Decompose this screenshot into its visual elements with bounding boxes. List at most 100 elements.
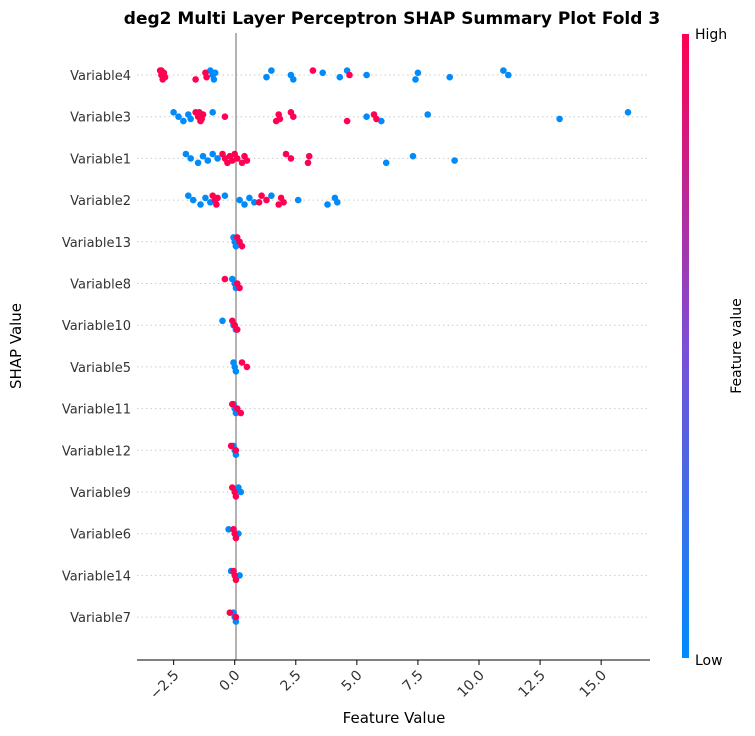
data-point-high [276,115,284,123]
data-point-high [196,109,203,116]
x-tick-label: 15.0 [577,668,610,701]
data-point-high [243,363,251,371]
data-point-low [232,242,240,250]
data-point-high [232,534,240,542]
data-point-high [232,613,240,621]
data-point-low [251,199,258,206]
data-point-high [221,113,229,120]
data-point-low [424,111,432,118]
data-point-low [236,572,243,579]
data-point-high [238,242,246,250]
data-point-low [204,157,212,164]
data-point-high [233,155,241,162]
data-point-low [446,73,454,81]
data-point-low [241,201,248,208]
data-point-high [236,284,243,292]
data-point-low [319,69,327,77]
category-label: Variable2 [70,194,131,209]
data-point-low [209,109,216,116]
data-point-low [225,526,232,533]
data-point-high [233,326,241,333]
data-point-low [451,157,458,164]
data-point-high [233,405,241,412]
data-point-high [160,71,168,79]
row-gridlines [137,74,650,618]
category-label: Variable6 [70,528,131,543]
data-point-high [232,493,240,500]
data-point-high [214,194,221,202]
data-point-low [221,192,229,199]
data-point-low [268,67,275,74]
data-point-low [175,113,182,120]
category-label: Variable4 [70,69,131,84]
data-point-high [373,115,380,123]
data-point-high [263,196,270,204]
data-point-high [227,442,235,450]
data-point-low [363,113,370,120]
data-point-low [336,73,344,81]
data-point-low [236,196,243,204]
data-point-high [213,201,220,208]
chart-title: deg2 Multi Layer Perceptron SHAP Summary… [124,9,660,29]
data-point-low [334,199,341,206]
data-point-high [156,67,164,74]
data-point-low [556,115,563,123]
data-point-low [199,152,207,160]
category-label: Variable3 [70,111,131,126]
data-point-low [189,196,197,204]
data-point-high [346,71,353,79]
category-label: Variable13 [62,236,131,251]
data-point-low [624,109,632,116]
category-label: Variable11 [62,403,131,418]
data-point-low [324,201,331,208]
data-point-high [304,159,312,167]
data-point-low [197,201,204,208]
data-point-low [246,194,253,202]
colorbar-high-label: High [695,27,727,43]
data-point-high [243,157,251,164]
data-point-low [414,69,422,77]
data-point-low [210,76,218,83]
data-point-low [194,159,202,167]
x-tick-label: 2.5 [278,668,305,695]
data-point-low [185,192,192,199]
data-point-low [219,317,226,325]
data-point-high [309,67,317,74]
category-label: Variable14 [62,569,131,584]
data-point-high [237,409,245,417]
data-point-high [290,113,297,120]
data-point-high [305,152,313,160]
data-point-low [170,109,177,116]
data-point-low [187,155,194,162]
data-point-low [412,76,419,83]
data-point-high [282,150,290,158]
category-label: Variable7 [70,611,131,626]
data-point-high [232,576,240,584]
y-axis-label: SHAP Value [7,303,25,389]
data-point-high [255,199,263,206]
data-point-low [180,117,187,125]
data-point-low [382,159,390,167]
data-point-low [268,192,275,199]
category-label: Variable10 [62,319,131,334]
category-label: Variable12 [62,444,131,459]
data-point-high [192,76,199,83]
data-point-low [263,73,270,81]
data-point-low [500,67,507,74]
data-point-low [232,368,240,375]
category-label: Variable5 [70,361,131,376]
data-point-low [209,150,216,158]
data-point-low [187,115,194,123]
data-point-low [237,488,245,496]
x-axis-ticks: −2.5 0.0 2.5 5.0 7.5 10.0 12.5 15.0 [147,660,610,703]
data-point-high [238,359,246,366]
data-point-low [202,194,209,202]
colorbar [682,34,689,658]
data-point-low [505,71,512,79]
x-tick-label: 12.5 [516,668,549,701]
data-point-high [226,609,234,616]
colorbar-low-label: Low [695,653,723,669]
data-point-high [258,192,265,199]
data-point-low [182,150,190,158]
